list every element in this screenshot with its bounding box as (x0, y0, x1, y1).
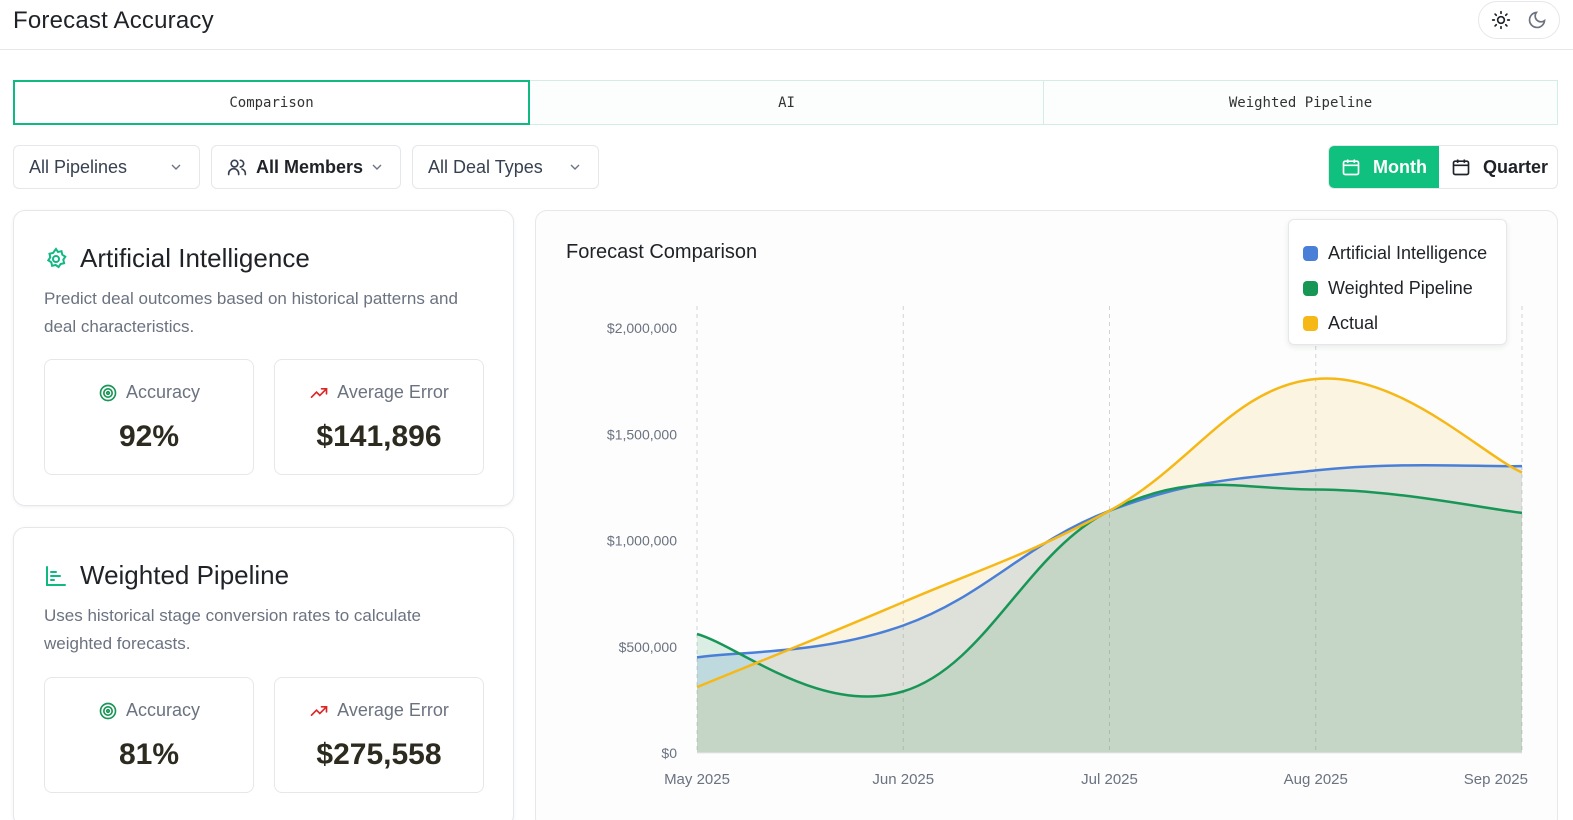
legend-label-weighted: Weighted Pipeline (1328, 278, 1473, 298)
area-actual (697, 378, 1522, 753)
chevron-down-icon (171, 164, 181, 170)
forecast-comparison-chart: $0 $500,000 $1,000,000 $1,500,000 $2,000,000… (607, 306, 1528, 788)
deal-types-filter-label: All Deal Types (428, 156, 543, 177)
target-icon (99, 384, 117, 401)
period-toggle: Month Quarter (1328, 145, 1558, 189)
pipelines-filter-label: All Pipelines (29, 156, 128, 177)
tab-weighted-pipeline[interactable]: Weighted Pipeline (1044, 80, 1558, 125)
chevron-down-icon (570, 164, 580, 170)
bar-chart-icon (46, 565, 66, 586)
y-tick-label: $1,500,000 (607, 426, 677, 442)
pipelines-filter[interactable]: All Pipelines (13, 145, 200, 189)
x-tick-label: Sep 2025 (1464, 771, 1528, 788)
users-icon (227, 159, 247, 176)
line-actual (696, 377, 1523, 689)
month-label: Month (1373, 156, 1427, 177)
area-ai (697, 465, 1522, 753)
weighted-accuracy-metric: Accuracy 81% (44, 677, 254, 793)
ai-error-value: $141,896 (316, 420, 442, 453)
members-filter[interactable]: All Members (211, 145, 401, 189)
area-weighted-pipeline (697, 484, 1522, 753)
tab-comparison[interactable]: Comparison (13, 80, 530, 125)
legend-item-weighted[interactable]: Weighted Pipeline (1303, 271, 1492, 306)
sun-icon[interactable] (1485, 4, 1517, 36)
weighted-pipeline-card: Weighted Pipeline Uses historical stage … (13, 527, 514, 820)
deal-types-filter[interactable]: All Deal Types (412, 145, 599, 189)
y-tick-label: $2,000,000 (607, 320, 677, 336)
target-icon (99, 702, 117, 719)
legend-label-ai: Artificial Intelligence (1328, 243, 1488, 263)
page-title: Forecast Accuracy (13, 7, 214, 34)
ai-accuracy-value: 92% (118, 420, 180, 453)
legend-label-actual: Actual (1328, 313, 1379, 333)
legend-item-actual[interactable]: Actual (1303, 306, 1492, 341)
trending-up-icon (310, 705, 328, 716)
weighted-card-description: Uses historical stage conversion rates t… (44, 606, 422, 653)
weighted-accuracy-value: 81% (118, 738, 180, 771)
forecast-comparison-card: Forecast Comparison $0 $500,000 $1,000,000… (535, 210, 1558, 820)
trending-up-icon (310, 387, 328, 398)
x-tick-label: Jul 2025 (1081, 771, 1138, 788)
tab-ai[interactable]: AI (530, 80, 1044, 125)
view-tabs: Comparison AI Weighted Pipeline (13, 80, 1558, 125)
ai-card-title: Artificial Intelligence (80, 243, 310, 273)
chart-title: Forecast Comparison (566, 241, 758, 263)
top-bar: Forecast Accuracy (0, 0, 1573, 50)
y-tick-label: $0 (661, 745, 677, 761)
legend-swatch-ai (1303, 246, 1318, 261)
theme-toggle[interactable] (1478, 1, 1560, 39)
members-filter-label: All Members (256, 156, 364, 177)
y-tick-label: $1,000,000 (607, 533, 677, 549)
quarter-label: Quarter (1482, 156, 1549, 177)
legend-item-ai[interactable]: Artificial Intelligence (1303, 236, 1492, 271)
quarter-button[interactable]: Quarter (1439, 146, 1557, 188)
weighted-error-value: $275,558 (316, 738, 442, 771)
ai-accuracy-metric: Accuracy 92% (44, 359, 254, 475)
moon-icon[interactable] (1521, 4, 1553, 36)
ai-method-card: Artificial Intelligence Predict deal out… (13, 210, 514, 506)
ai-gear-icon (46, 246, 67, 268)
accuracy-label: Accuracy (125, 700, 201, 720)
weighted-error-metric: Average Error $275,558 (274, 677, 484, 793)
average-error-label: Average Error (337, 700, 449, 720)
calendar-grid-icon (1452, 159, 1470, 176)
y-tick-label: $500,000 (619, 639, 678, 655)
x-tick-label: Jun 2025 (872, 771, 934, 788)
legend-swatch-weighted (1303, 281, 1318, 296)
legend-swatch-actual (1303, 316, 1318, 331)
month-button[interactable]: Month (1329, 146, 1439, 188)
average-error-label: Average Error (337, 382, 449, 402)
weighted-card-title: Weighted Pipeline (80, 560, 290, 590)
chart-legend: Artificial Intelligence Weighted Pipelin… (1288, 219, 1507, 345)
calendar-icon (1342, 159, 1360, 176)
chevron-down-icon (372, 164, 382, 170)
ai-error-metric: Average Error $141,896 (274, 359, 484, 475)
accuracy-label: Accuracy (125, 382, 201, 402)
x-tick-label: May 2025 (664, 771, 730, 788)
ai-card-description: Predict deal outcomes based on historica… (44, 289, 458, 336)
x-tick-label: Aug 2025 (1284, 771, 1348, 788)
